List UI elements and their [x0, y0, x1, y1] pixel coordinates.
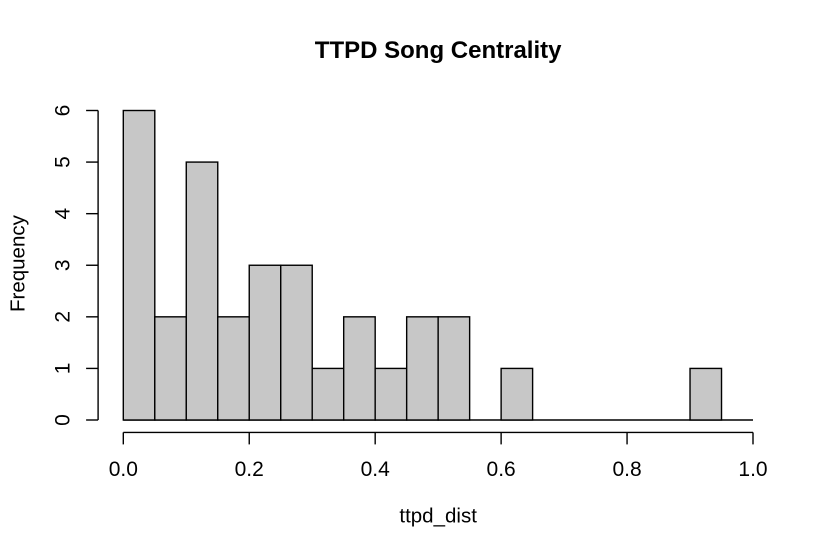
- svg-text:6: 6: [52, 105, 75, 117]
- svg-text:Frequency: Frequency: [6, 214, 29, 312]
- svg-text:1: 1: [52, 363, 75, 375]
- svg-text:0.2: 0.2: [235, 458, 264, 481]
- svg-text:0.4: 0.4: [361, 458, 391, 481]
- svg-text:2: 2: [52, 311, 75, 323]
- svg-text:0.8: 0.8: [612, 458, 641, 481]
- svg-text:ttpd_dist: ttpd_dist: [399, 505, 477, 528]
- svg-text:0: 0: [52, 414, 75, 426]
- svg-text:TTPD Song Centrality: TTPD Song Centrality: [315, 37, 562, 64]
- svg-text:5: 5: [52, 156, 75, 168]
- svg-text:4: 4: [52, 208, 75, 220]
- svg-text:0.6: 0.6: [487, 458, 516, 481]
- svg-text:1.0: 1.0: [738, 458, 767, 481]
- svg-text:0.0: 0.0: [109, 458, 138, 481]
- svg-text:3: 3: [52, 259, 75, 271]
